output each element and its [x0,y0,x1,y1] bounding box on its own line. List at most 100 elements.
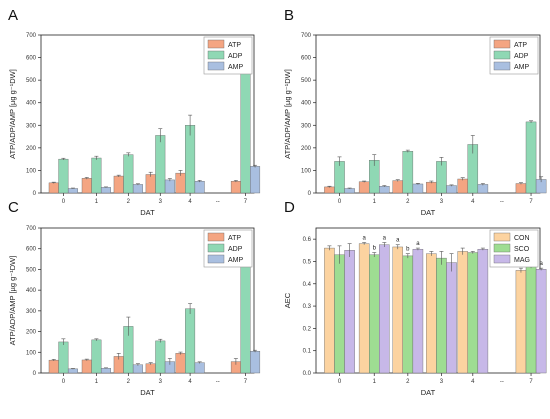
x-tick-label: 2 [127,379,131,385]
bar-adp [155,135,166,194]
bar-adp [155,340,166,374]
bar-adp [525,121,537,194]
bar-atp [175,353,186,374]
bar-con [426,253,437,374]
y-tick-label: 200 [26,146,37,152]
bar-amp [100,187,111,194]
y-tick-label: 0.3 [303,304,312,310]
y-axis-title: ATP/ADP/AMP [µg g⁻¹DW] [283,69,292,159]
bar-amp [379,186,390,194]
legend-swatch-adp [207,243,225,253]
bar-atp [145,363,156,374]
legend-label-adp: ADP [228,246,243,253]
panel-letter: A [8,7,18,24]
bar-con [457,251,468,374]
legend-label-amp: AMP [228,257,244,264]
x-tick-label: 0 [338,199,342,205]
bar-amp [67,188,78,194]
y-axis-title: ATP/ADP/AMP [µg g⁻¹DW] [8,69,17,159]
legend-swatch-sco [493,243,511,253]
x-tick-label: 4 [471,199,475,205]
bar-atp [426,181,437,194]
legend-label-atp: ATP [514,42,527,49]
x-tick-label: 3 [440,379,444,385]
legend-label-con: CON [514,235,530,242]
bar-con [324,247,335,374]
bar-con [515,270,527,374]
bar-adp [91,339,102,374]
y-axis-title: AEC [283,292,292,308]
bar-amp [194,181,205,194]
x-tick-label: 3 [159,199,163,205]
y-tick-label: 0.1 [303,349,312,355]
legend-swatch-mag [493,254,511,264]
y-tick-label: 700 [26,33,37,39]
x-tick-label: 7 [529,379,533,385]
legend-swatch-adp [207,50,225,60]
bar-sco [436,257,447,374]
significance-letter: b [406,247,410,253]
bar-adp [185,308,196,374]
legend-swatch-atp [207,39,225,49]
legend-swatch-amp [207,254,225,264]
legend-label-mag: MAG [514,257,530,264]
bar-atp [145,174,156,194]
bar-atp [230,181,241,194]
y-axis-title: ATP/ADP/AMP [µg g⁻¹DW] [8,256,17,346]
bar-atp [392,180,404,194]
axis-break-label: -- [216,199,220,205]
y-tick-label: 600 [301,56,312,62]
bar-con [392,246,404,374]
y-tick-label: 0.4 [303,282,312,288]
bar-mag [412,248,424,374]
bar-adp [240,58,251,194]
x-tick-label: 3 [159,379,163,385]
bar-amp [194,362,205,374]
x-tick-label: 1 [95,379,99,385]
legend-label-adp: ADP [228,53,243,60]
significance-letter: a [362,236,366,242]
x-tick-label: 0 [338,379,342,385]
bar-amp [446,185,457,194]
legend-label-atp: ATP [228,235,241,242]
chart-panel-d: D0.00.10.20.30.40.50.6AEC01aba2aba347aba… [283,199,547,397]
bar-adp [334,161,345,194]
chart-panel-a: A 0 100 200 300 400 500 600 700 ATP/ADP/AMP [µg g… [8,7,261,217]
y-tick-label: 400 [301,101,312,107]
x-tick-label: 1 [373,379,377,385]
legend-label-adp: ADP [514,53,529,60]
panel-letter: C [8,199,19,216]
bar-mag [477,248,489,374]
axis-break-label: -- [216,379,220,385]
legend-swatch-amp [493,61,511,71]
y-tick-label: 0.0 [303,371,312,377]
y-tick-label: 300 [26,123,37,129]
x-tick-label: 0 [62,199,66,205]
significance-letter: a [539,261,543,267]
bar-amp [412,183,424,194]
chart-panel-b: B 0 100 200 300 400 500 600 700 ATP/ADP/AMP [µg g… [283,7,547,217]
legend-swatch-adp [493,50,511,60]
significance-letter: a [383,236,387,242]
bar-amp [250,351,261,374]
bar-amp [132,184,143,194]
bar-adp [58,341,69,374]
y-tick-label: 0 [33,371,37,377]
bar-atp [81,359,92,374]
x-tick-label: 7 [244,199,248,205]
y-tick-label: 0 [308,191,312,197]
bar-atp [113,175,124,194]
x-tick-label: 4 [471,379,475,385]
panel-letter: D [284,199,295,216]
x-tick-label: 4 [188,379,192,385]
bar-mag [379,244,390,374]
axis-break-label: -- [500,199,504,205]
x-tick-label: 4 [188,199,192,205]
x-tick-label: 7 [244,379,248,385]
y-tick-label: 100 [301,168,312,174]
y-tick-label: 300 [26,309,37,315]
x-axis-title: DAT [140,208,155,217]
x-axis-title: DAT [421,208,436,217]
bar-atp [48,182,59,194]
